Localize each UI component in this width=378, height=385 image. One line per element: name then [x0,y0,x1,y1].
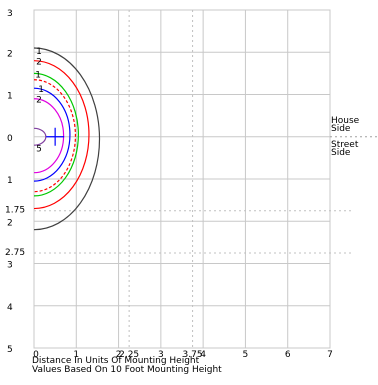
contour-label: 5 [36,144,42,154]
y-tick-label: 1 [7,176,13,186]
footnote: Values Based On 10 Foot Mounting Height [32,365,222,375]
contour-line [33,98,65,174]
isofootcandle-contours [33,47,101,231]
y-tick-label: 2 [7,218,13,228]
x-extra-tick-label: 2.25 [119,350,139,360]
house-side-label: House Side [331,116,360,134]
x-tick-label: 7 [327,350,333,360]
contour-line [33,72,79,197]
contour-label: 1 [35,70,41,80]
y-tick-label: 2 [7,49,13,59]
contour-line [33,60,90,210]
x-tick-label: 5 [243,350,249,360]
reference-lines [34,10,354,348]
y-tick-label: 1 [7,92,13,102]
x-axis-label: Distance In Units Of Mounting Height [32,356,200,366]
contour-line [33,87,71,182]
contour-label: 2 [36,96,42,106]
x-tick-label: 4 [200,350,206,360]
y-tick-label: 4 [7,303,13,313]
y-reference-label: 2.75 [5,248,25,258]
y-tick-label: 0 [7,134,13,144]
street-side-label: Street Side [331,140,359,158]
luminaire-marker [46,127,65,146]
contour-label: 2 [36,58,42,68]
x-tick-label: 6 [285,350,291,360]
contour-line [33,47,101,231]
house-side-word-1: House [331,116,360,126]
house-side-word-2: Side [331,124,351,134]
street-side-word-1: Street [331,140,359,150]
x-extra-tick-label: 3 [158,350,164,360]
contour-line [33,127,47,146]
x-extra-tick-label: 3.75 [183,350,203,360]
grid-lines [34,10,330,348]
y-reference-label: 1.75 [5,206,25,216]
street-side-word-2: Side [331,148,351,158]
y-tick-label: 3 [7,261,13,271]
contour-label: 1 [36,47,42,57]
x-tick-label: 1 [73,350,79,360]
y-tick-label: 3 [7,9,13,19]
x-tick-label: 2 [116,350,122,360]
contour-label: 1 [38,85,44,95]
y-tick-label: 5 [7,345,13,355]
contour-line [33,79,76,193]
x-tick-label: 0 [33,350,39,360]
